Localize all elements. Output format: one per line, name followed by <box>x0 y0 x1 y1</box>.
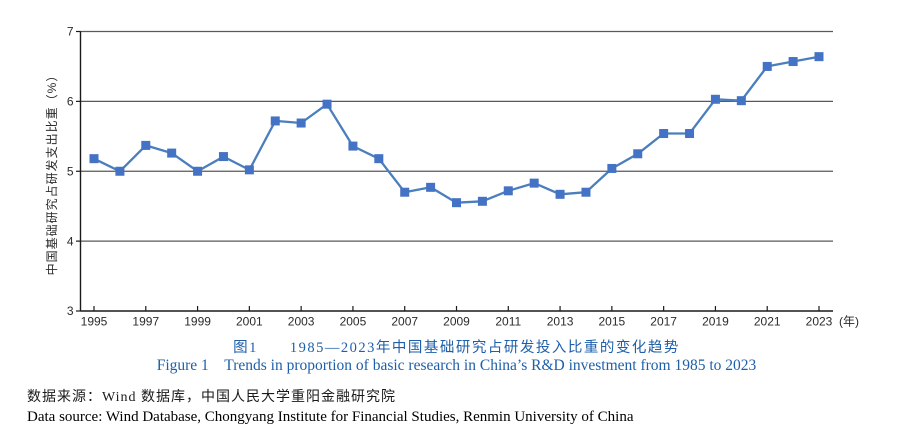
figure-caption-zh: 图1 1985—2023年中国基础研究占研发投入比重的变化趋势 <box>233 340 680 356</box>
data-point-2003 <box>296 118 306 128</box>
data-point-2016 <box>633 149 643 159</box>
data-point-1999 <box>193 166 203 176</box>
figure-caption-en: Figure 1 Trends in proportion of basic r… <box>156 357 757 374</box>
x-tick-label-2021: 2021 <box>754 315 781 329</box>
data-point-2017 <box>659 129 669 139</box>
data-point-2009 <box>452 198 462 208</box>
x-tick-label-2017: 2017 <box>650 315 677 329</box>
data-point-2012 <box>529 178 539 188</box>
y-tick-label-7: 7 <box>67 25 74 39</box>
x-tick-label-2005: 2005 <box>340 315 367 329</box>
y-tick-label-6: 6 <box>67 95 74 109</box>
data-point-2007 <box>400 187 410 197</box>
data-point-2010 <box>477 196 487 206</box>
data-point-2000 <box>218 152 228 162</box>
data-point-2004 <box>322 99 332 109</box>
x-tick-label-2001: 2001 <box>236 315 263 329</box>
data-point-2001 <box>244 165 254 175</box>
x-tick-label-2009: 2009 <box>443 315 470 329</box>
data-line <box>93 55 820 204</box>
data-source-en: Data source: Wind Database, Chongyang In… <box>27 409 634 425</box>
data-point-1997 <box>141 140 151 150</box>
x-tick-label-1995: 1995 <box>81 315 108 329</box>
x-axis-unit-label: (年) <box>839 315 859 329</box>
y-axis-title: 中国基础研究占研发支出比重（%） <box>45 68 59 276</box>
x-tick-label-2013: 2013 <box>547 315 574 329</box>
data-point-1998 <box>167 148 177 158</box>
y-tick-label-5: 5 <box>67 164 74 178</box>
data-point-1995 <box>89 154 99 164</box>
data-point-2008 <box>426 182 436 192</box>
data-source-zh: 数据来源：Wind 数据库，中国人民大学重阳金融研究院 <box>27 390 397 405</box>
data-point-2015 <box>607 163 617 173</box>
y-tick-label-4: 4 <box>67 234 74 248</box>
x-tick-label-2023: 2023 <box>806 315 833 329</box>
x-tick-label-2011: 2011 <box>495 315 521 329</box>
data-point-1996 <box>115 166 125 176</box>
data-point-2023 <box>814 52 824 62</box>
data-point-2002 <box>270 116 280 126</box>
data-point-2022 <box>788 57 798 67</box>
data-point-2011 <box>503 186 513 196</box>
x-tick-label-2019: 2019 <box>702 315 729 329</box>
x-tick-label-2003: 2003 <box>288 315 315 329</box>
data-point-2020 <box>736 96 746 106</box>
x-tick-label-1999: 1999 <box>184 315 211 329</box>
data-point-2019 <box>710 94 720 104</box>
x-tick-label-2015: 2015 <box>599 315 626 329</box>
x-tick-label-1997: 1997 <box>132 315 159 329</box>
x-tick-label-2007: 2007 <box>391 315 418 329</box>
data-point-2021 <box>762 61 772 71</box>
y-tick-label-3: 3 <box>67 304 74 318</box>
data-point-2006 <box>374 154 384 164</box>
data-point-2014 <box>581 187 591 197</box>
data-point-2013 <box>555 189 565 199</box>
line-chart-svg: 3 4 5 6 7 1995 1997 1999 2001 2003 2005 2007 2009 201… <box>67 25 859 329</box>
data-point-2018 <box>685 129 695 139</box>
data-point-2005 <box>348 141 358 151</box>
